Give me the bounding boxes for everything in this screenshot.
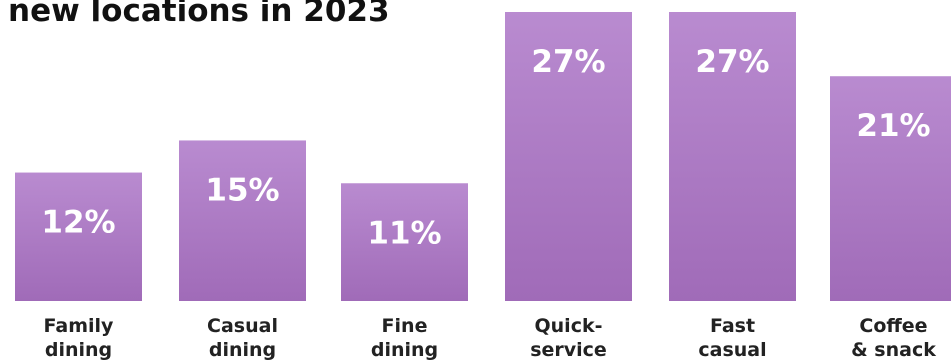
category-label-0-line-0: Family [44, 315, 115, 337]
bar-3 [505, 12, 632, 301]
bar-value-label-3: 27% [531, 44, 605, 80]
bar-value-label-2: 11% [367, 215, 441, 251]
category-label-3-line-0: Quick- [535, 315, 603, 337]
value-labels-group: 12% 15% 11% 27% 27% 21% [41, 44, 930, 251]
category-label-1-line-1: dining [209, 339, 276, 360]
bars-group [15, 12, 951, 301]
bar-1 [179, 140, 306, 301]
category-label-1-line-0: Casual [207, 315, 278, 337]
bar-2 [341, 183, 468, 301]
bar-value-label-1: 15% [205, 172, 279, 208]
bar-value-label-4: 27% [695, 44, 769, 80]
bar-value-label-0: 12% [41, 205, 115, 241]
bar-4 [669, 12, 796, 301]
category-label-0-line-1: dining [45, 339, 112, 360]
category-label-2-line-0: Fine [382, 315, 428, 337]
bar-0 [15, 172, 142, 301]
category-label-5-line-0: Coffee [859, 315, 927, 337]
category-label-4-line-1: casual [698, 339, 766, 360]
category-labels-group: FamilydiningCasualdiningFinediningQuick-… [44, 315, 937, 360]
bar-5 [830, 76, 951, 301]
chart-title: new locations in 2023 [8, 0, 390, 29]
category-label-5-line-1: & snack [851, 339, 936, 360]
category-label-3-line-1: service [530, 339, 607, 360]
bar-value-label-5: 21% [856, 108, 930, 144]
category-label-4-line-0: Fast [710, 315, 755, 337]
category-label-2-line-1: dining [371, 339, 438, 360]
